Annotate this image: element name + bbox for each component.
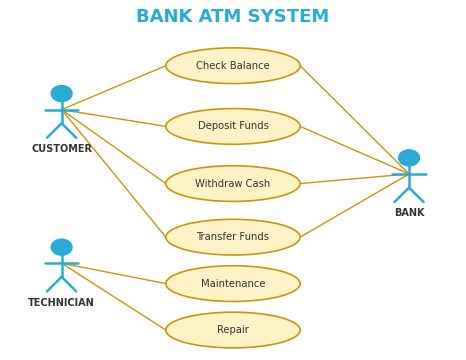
Text: BANK: BANK — [394, 208, 424, 219]
Text: Maintenance: Maintenance — [201, 279, 265, 289]
Circle shape — [51, 86, 72, 102]
Ellipse shape — [166, 48, 300, 84]
Ellipse shape — [166, 109, 300, 144]
Circle shape — [398, 150, 419, 166]
Text: Deposit Funds: Deposit Funds — [198, 121, 268, 131]
Text: BANK ATM SYSTEM: BANK ATM SYSTEM — [137, 9, 329, 27]
Text: CUSTOMER: CUSTOMER — [31, 144, 92, 154]
Ellipse shape — [166, 166, 300, 202]
Circle shape — [51, 239, 72, 255]
Text: Check Balance: Check Balance — [196, 61, 270, 71]
Text: Repair: Repair — [217, 325, 249, 335]
Ellipse shape — [166, 312, 300, 348]
Ellipse shape — [166, 219, 300, 255]
Text: Withdraw Cash: Withdraw Cash — [195, 179, 271, 189]
Text: TECHNICIAN: TECHNICIAN — [28, 298, 95, 308]
Text: Transfer Funds: Transfer Funds — [197, 232, 269, 242]
Ellipse shape — [166, 266, 300, 301]
